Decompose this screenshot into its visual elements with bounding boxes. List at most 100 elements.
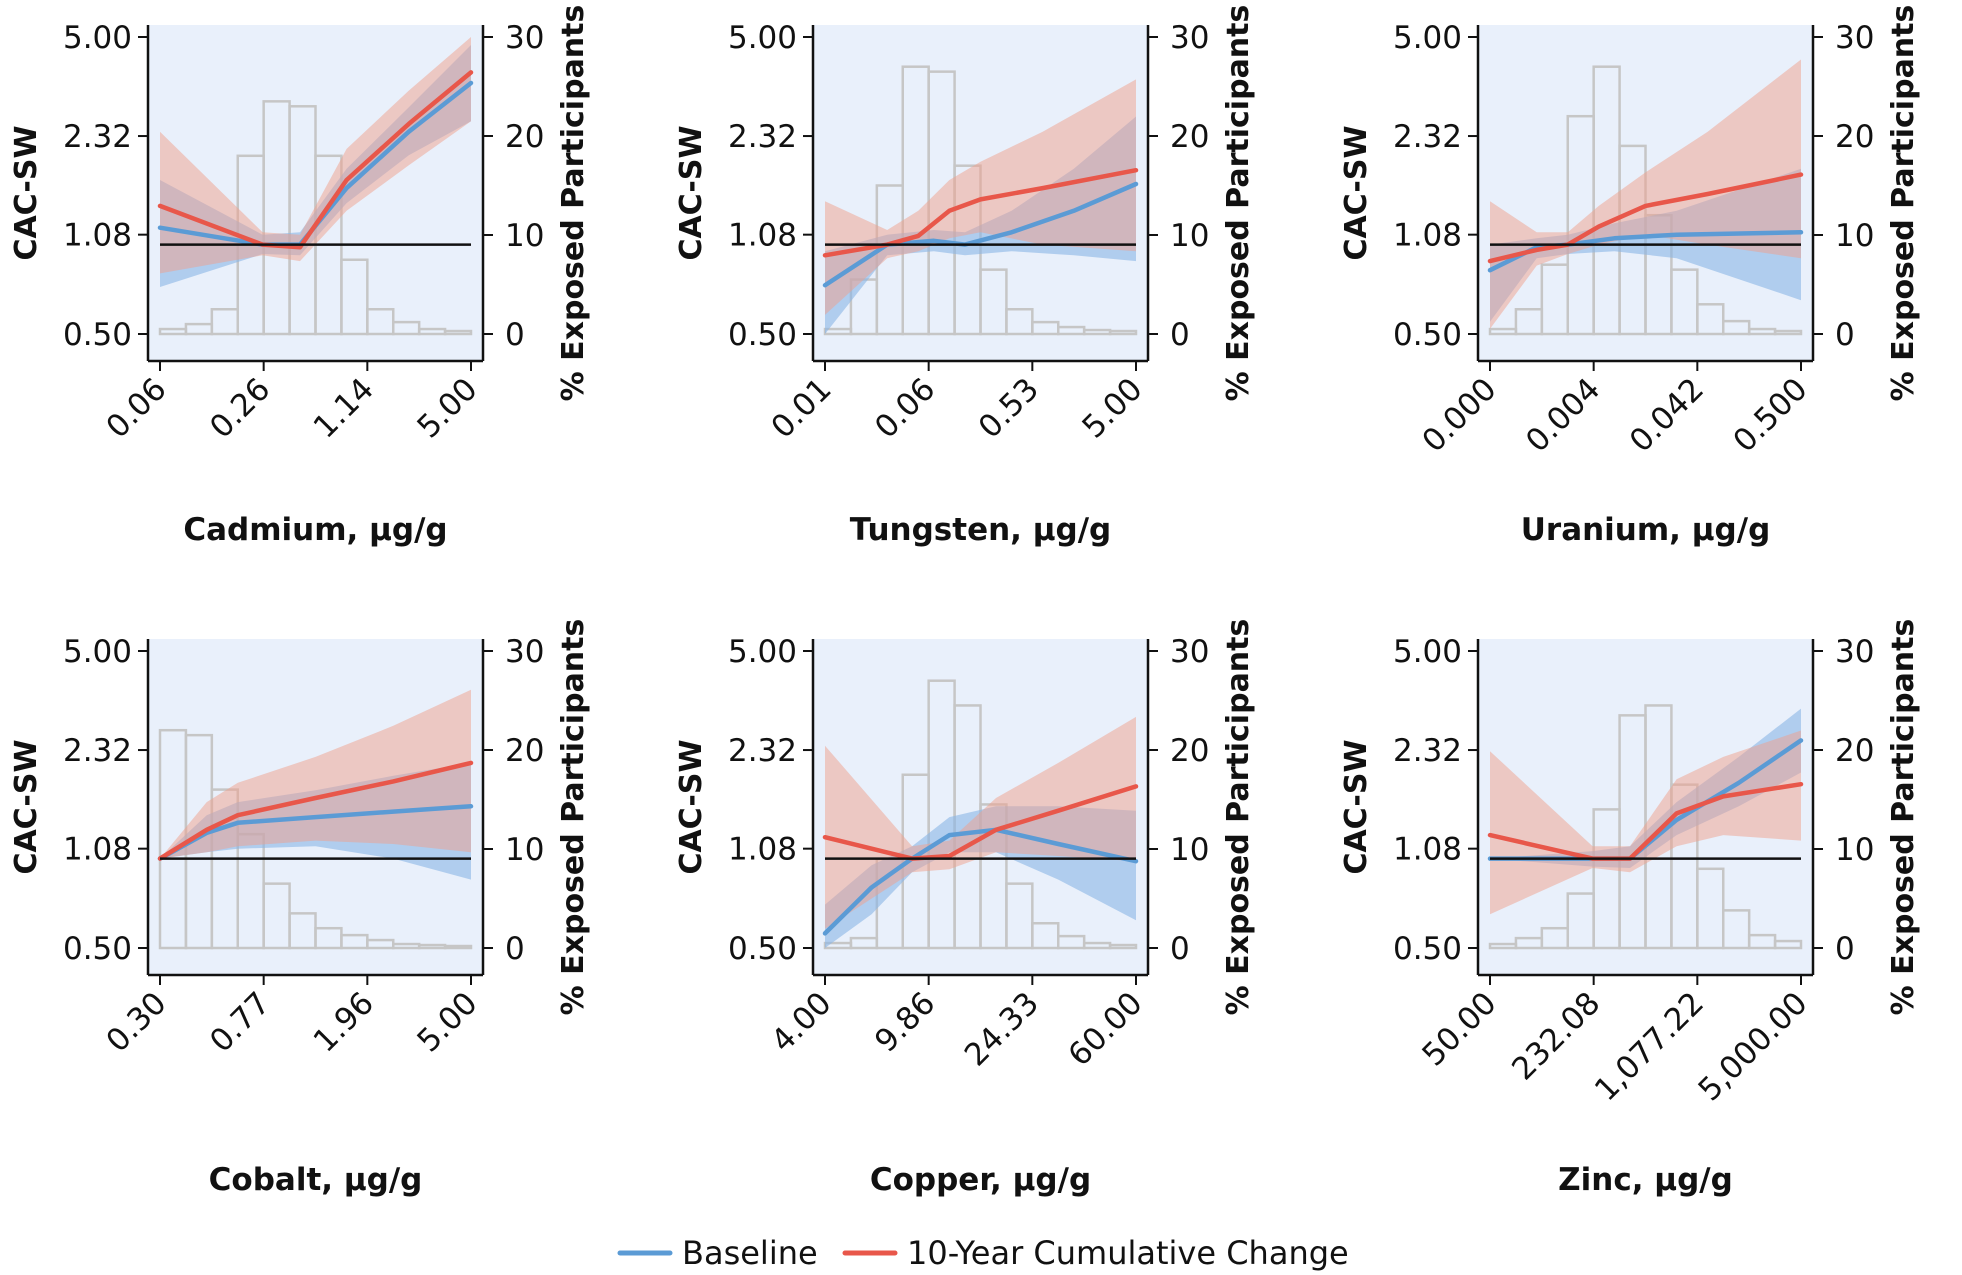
- change-ci-band: [1490, 59, 1801, 329]
- x-tick-label: 0.01: [764, 371, 838, 445]
- legend-change-label: 10-Year Cumulative Change: [907, 1234, 1349, 1272]
- histogram-bar: [340, 258, 369, 336]
- x-tick-label: 0.26: [203, 371, 277, 445]
- y-axis-title: CAC-SW: [1339, 125, 1374, 260]
- chart-panel-1: 0.50 1.08 2.32 5.00 0 10 20 30 0.06 0.26 1.14 5.00 C…: [9, 5, 591, 548]
- y-tick-label: 2.32: [728, 119, 797, 155]
- y-tick-label: 0.50: [1393, 317, 1462, 353]
- y-tick-label: 2.32: [1393, 119, 1462, 155]
- y2-tick-label: 10: [1170, 832, 1209, 868]
- y-axis-title: CAC-SW: [9, 125, 44, 260]
- y2-axis-title: % Exposed Participants: [1886, 5, 1921, 402]
- y2-tick-label: 30: [505, 634, 544, 670]
- y-tick-label: 0.50: [728, 931, 797, 967]
- y-tick-label: 5.00: [728, 634, 797, 670]
- change-ci-band: [160, 37, 471, 274]
- y2-tick-label: 0: [505, 931, 525, 967]
- x-tick-label: 5.00: [410, 985, 484, 1059]
- y-tick-label: 5.00: [728, 20, 797, 56]
- y-tick-label: 5.00: [1393, 634, 1462, 670]
- y-tick-label: 1.08: [1393, 218, 1462, 254]
- x-tick-label: 5.00: [1075, 371, 1149, 445]
- histogram-bar: [1696, 867, 1725, 950]
- x-tick-label: 0.30: [99, 985, 173, 1059]
- x-tick-label: 0.77: [203, 985, 277, 1059]
- chart-panel-4: 0.50 1.08 2.32 5.00 0 10 20 30 0.30 0.77 1.96 5.00 C…: [9, 619, 591, 1198]
- x-tick-label: 60.00: [1061, 985, 1149, 1073]
- histogram-bar: [1722, 909, 1751, 950]
- change-ci-band: [1490, 730, 1801, 915]
- y2-tick-label: 30: [1835, 634, 1874, 670]
- y-tick-label: 1.08: [728, 832, 797, 868]
- histogram-bar: [1722, 319, 1751, 336]
- y-axis-title: CAC-SW: [1339, 739, 1374, 874]
- legend-baseline-label: Baseline: [682, 1234, 818, 1272]
- y-tick-label: 1.08: [63, 832, 132, 868]
- y-tick-label: 5.00: [63, 20, 132, 56]
- y2-tick-label: 20: [1835, 733, 1874, 769]
- baseline-line: [822, 827, 1139, 936]
- y2-tick-label: 30: [1835, 20, 1874, 56]
- x-axis-title: Zinc, μg/g: [1558, 1162, 1733, 1198]
- y2-tick-label: 10: [1835, 832, 1874, 868]
- y-tick-label: 2.32: [63, 119, 132, 155]
- x-tick-label: 0.53: [972, 371, 1046, 445]
- histogram-bar: [1005, 882, 1034, 950]
- y2-tick-label: 20: [505, 119, 544, 155]
- histogram-bar: [443, 329, 473, 336]
- histogram-bar: [1773, 329, 1803, 336]
- chart-panel-5: 0.50 1.08 2.32 5.00 0 10 20 30 4.00 9.86 24.33 60.0…: [674, 619, 1256, 1198]
- x-tick-label: 0.042: [1623, 371, 1711, 459]
- y-tick-label: 1.08: [63, 218, 132, 254]
- y-tick-label: 5.00: [63, 634, 132, 670]
- y2-tick-label: 10: [505, 218, 544, 254]
- chart-panel-3: 0.50 1.08 2.32 5.00 0 10 20 30 0.000 0.004 0.042 0.…: [1339, 5, 1921, 548]
- change-line: [1487, 781, 1804, 861]
- y2-tick-label: 0: [505, 317, 525, 353]
- histogram-bar: [1108, 943, 1138, 950]
- y2-axis-title: % Exposed Participants: [1886, 619, 1921, 1016]
- x-tick-label: 0.06: [99, 371, 173, 445]
- y-tick-label: 0.50: [63, 931, 132, 967]
- x-tick-label: 5,000.00: [1692, 985, 1815, 1108]
- change-ci-band: [825, 716, 1136, 929]
- y2-tick-label: 20: [1170, 733, 1209, 769]
- histogram-bar: [1108, 329, 1138, 336]
- x-tick-label: 0.06: [868, 371, 942, 445]
- y2-axis-title: % Exposed Participants: [1221, 5, 1256, 402]
- y-tick-label: 2.32: [63, 733, 132, 769]
- x-tick-label: 1.96: [307, 985, 381, 1059]
- y2-axis-title: % Exposed Participants: [556, 619, 591, 1016]
- x-tick-label: 0.004: [1519, 371, 1607, 459]
- y2-tick-label: 20: [1170, 119, 1209, 155]
- x-tick-label: 9.86: [868, 985, 942, 1059]
- y2-tick-label: 30: [1170, 634, 1209, 670]
- y-tick-label: 2.32: [728, 733, 797, 769]
- y2-tick-label: 30: [1170, 20, 1209, 56]
- y2-tick-label: 10: [1170, 218, 1209, 254]
- y-tick-label: 2.32: [1393, 733, 1462, 769]
- y2-tick-label: 30: [505, 20, 544, 56]
- histogram-bar: [1696, 303, 1725, 336]
- y2-tick-label: 20: [505, 733, 544, 769]
- y2-tick-label: 0: [1835, 931, 1855, 967]
- x-axis-title: Cadmium, μg/g: [183, 512, 447, 548]
- x-tick-label: 0.500: [1726, 371, 1814, 459]
- histogram-bar: [1670, 268, 1699, 336]
- x-tick-label: 1.14: [307, 371, 381, 445]
- change-line: [1487, 172, 1804, 264]
- change-line: [157, 760, 474, 861]
- histogram-bar: [443, 944, 473, 950]
- y-tick-label: 1.08: [1393, 832, 1462, 868]
- x-axis-title: Cobalt, μg/g: [209, 1162, 423, 1198]
- x-axis-title: Tungsten, μg/g: [850, 512, 1112, 548]
- y2-axis-title: % Exposed Participants: [1221, 619, 1256, 1016]
- y2-tick-label: 0: [1170, 931, 1190, 967]
- chart-panel-2: 0.50 1.08 2.32 5.00 0 10 20 30 0.01 0.06 0.53 5.00 C…: [674, 5, 1256, 548]
- x-axis-title: Uranium, μg/g: [1521, 512, 1771, 548]
- histogram-bar: [979, 268, 1008, 336]
- x-axis-title: Copper, μg/g: [870, 1162, 1091, 1198]
- y-axis-title: CAC-SW: [9, 739, 44, 874]
- histogram-bar: [1773, 939, 1803, 950]
